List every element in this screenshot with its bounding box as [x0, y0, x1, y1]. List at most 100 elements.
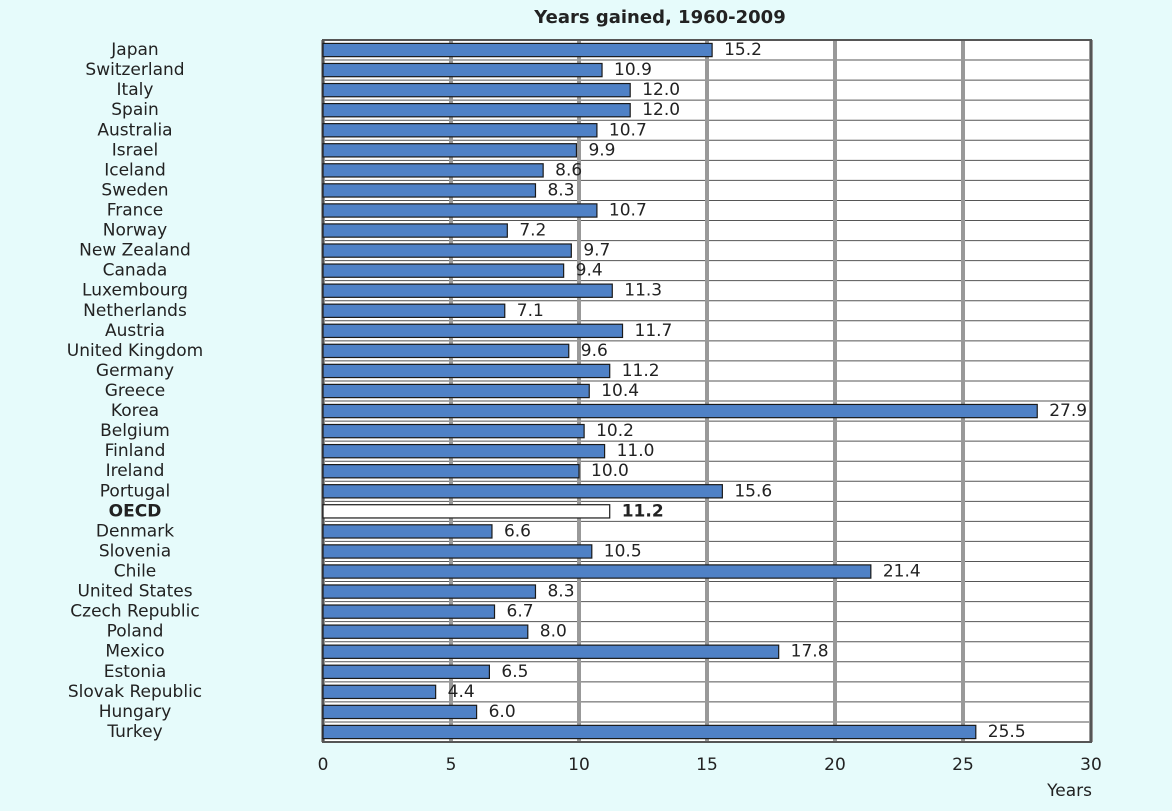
- bar: [322, 564, 872, 579]
- y-tick-label: Israel: [112, 140, 158, 160]
- y-tick-label: Mexico: [105, 642, 164, 662]
- bar: [322, 524, 493, 539]
- bar: [322, 243, 572, 258]
- y-tick-label: Finland: [105, 441, 166, 461]
- value-label: 27.9: [1049, 401, 1087, 421]
- y-tick-label: Australia: [97, 120, 172, 140]
- y-tick-label: Canada: [103, 261, 168, 281]
- bar: [322, 42, 713, 58]
- bar: [322, 504, 611, 519]
- bar: [322, 143, 578, 158]
- bar: [322, 644, 780, 659]
- bar: [322, 383, 590, 399]
- bar: [322, 183, 537, 198]
- y-tick-label: OECD: [109, 501, 162, 521]
- x-tick-label: 25: [952, 755, 974, 775]
- y-tick-label: Turkey: [106, 722, 162, 742]
- y-tick-label: Luxembourg: [82, 281, 188, 301]
- y-tick-label: New Zealand: [79, 241, 191, 261]
- value-label: 10.2: [596, 421, 634, 441]
- y-tick-label: Korea: [111, 401, 159, 421]
- value-label: 11.2: [622, 361, 660, 381]
- bar: [322, 263, 565, 278]
- value-label: 6.5: [501, 662, 528, 682]
- bar: [322, 283, 613, 298]
- bar: [322, 464, 580, 479]
- bar: [322, 102, 631, 118]
- bar: [322, 223, 508, 238]
- value-label: 7.1: [517, 301, 544, 321]
- bar: [322, 323, 624, 339]
- value-label: 8.3: [547, 180, 574, 200]
- x-tick-label: 15: [696, 755, 718, 775]
- value-label: 10.0: [591, 461, 629, 481]
- y-tick-label: Norway: [103, 221, 168, 241]
- y-tick-label: Japan: [110, 40, 158, 60]
- value-label: 10.9: [614, 60, 652, 80]
- bar: [322, 363, 611, 379]
- bar: [322, 443, 606, 459]
- value-label: 17.8: [791, 642, 829, 662]
- y-tick-label: Chile: [114, 562, 157, 582]
- bar: [322, 484, 723, 499]
- value-label: 8.0: [540, 622, 567, 642]
- y-tick-label: Denmark: [96, 521, 174, 541]
- value-label: 9.6: [581, 341, 608, 361]
- y-tick-label: Czech Republic: [70, 602, 199, 622]
- x-axis-label: Years: [1046, 781, 1092, 801]
- x-tick-label: 5: [446, 755, 457, 775]
- bar: [322, 624, 529, 639]
- value-label: 25.5: [988, 722, 1026, 742]
- value-label: 10.4: [601, 381, 639, 401]
- bar: [322, 724, 977, 740]
- y-tick-label: Slovenia: [99, 541, 171, 561]
- x-tick-label: 20: [824, 755, 846, 775]
- bar: [322, 544, 593, 559]
- y-tick-label: Italy: [117, 80, 154, 100]
- y-tick-label: Spain: [111, 100, 159, 120]
- bar: [322, 82, 631, 98]
- y-tick-label: Hungary: [99, 702, 172, 722]
- value-label: 11.2: [622, 501, 664, 521]
- y-tick-label: France: [107, 200, 164, 220]
- bar: [322, 604, 496, 619]
- bar: [322, 704, 478, 720]
- value-label: 15.2: [724, 40, 762, 60]
- value-label: 11.3: [624, 281, 662, 301]
- value-label: 6.0: [489, 702, 516, 722]
- value-label: 8.3: [547, 582, 574, 602]
- x-tick-label: 30: [1080, 755, 1102, 775]
- bar: [322, 123, 598, 138]
- value-label: 11.7: [635, 321, 673, 341]
- value-label: 11.0: [617, 441, 655, 461]
- value-label: 9.7: [583, 241, 610, 261]
- bar: [322, 403, 1038, 419]
- y-tick-label: Sweden: [101, 180, 168, 200]
- x-tick-label: 10: [568, 755, 590, 775]
- y-tick-label: Iceland: [104, 160, 166, 180]
- y-tick-label: Netherlands: [83, 301, 187, 321]
- bar: [322, 303, 506, 318]
- bar: [322, 203, 598, 218]
- bar: [322, 584, 537, 599]
- value-label: 10.5: [604, 541, 642, 561]
- bar: [322, 343, 570, 359]
- bar: [322, 684, 437, 700]
- y-tick-label: Estonia: [104, 662, 167, 682]
- value-label: 10.7: [609, 120, 647, 140]
- y-tick-label: Slovak Republic: [68, 682, 202, 702]
- y-tick-label: Poland: [107, 622, 164, 642]
- value-label: 8.6: [555, 160, 582, 180]
- y-tick-label: Austria: [105, 321, 165, 341]
- y-tick-label: Portugal: [100, 481, 170, 501]
- y-tick-label: Switzerland: [85, 60, 184, 80]
- value-label: 7.2: [519, 221, 546, 241]
- chart-title: Years gained, 1960-2009: [533, 7, 785, 28]
- value-label: 15.6: [734, 481, 772, 501]
- y-tick-label: Ireland: [106, 461, 165, 481]
- value-label: 12.0: [642, 100, 680, 120]
- value-label: 10.7: [609, 200, 647, 220]
- y-tick-label: Germany: [96, 361, 174, 381]
- value-label: 12.0: [642, 80, 680, 100]
